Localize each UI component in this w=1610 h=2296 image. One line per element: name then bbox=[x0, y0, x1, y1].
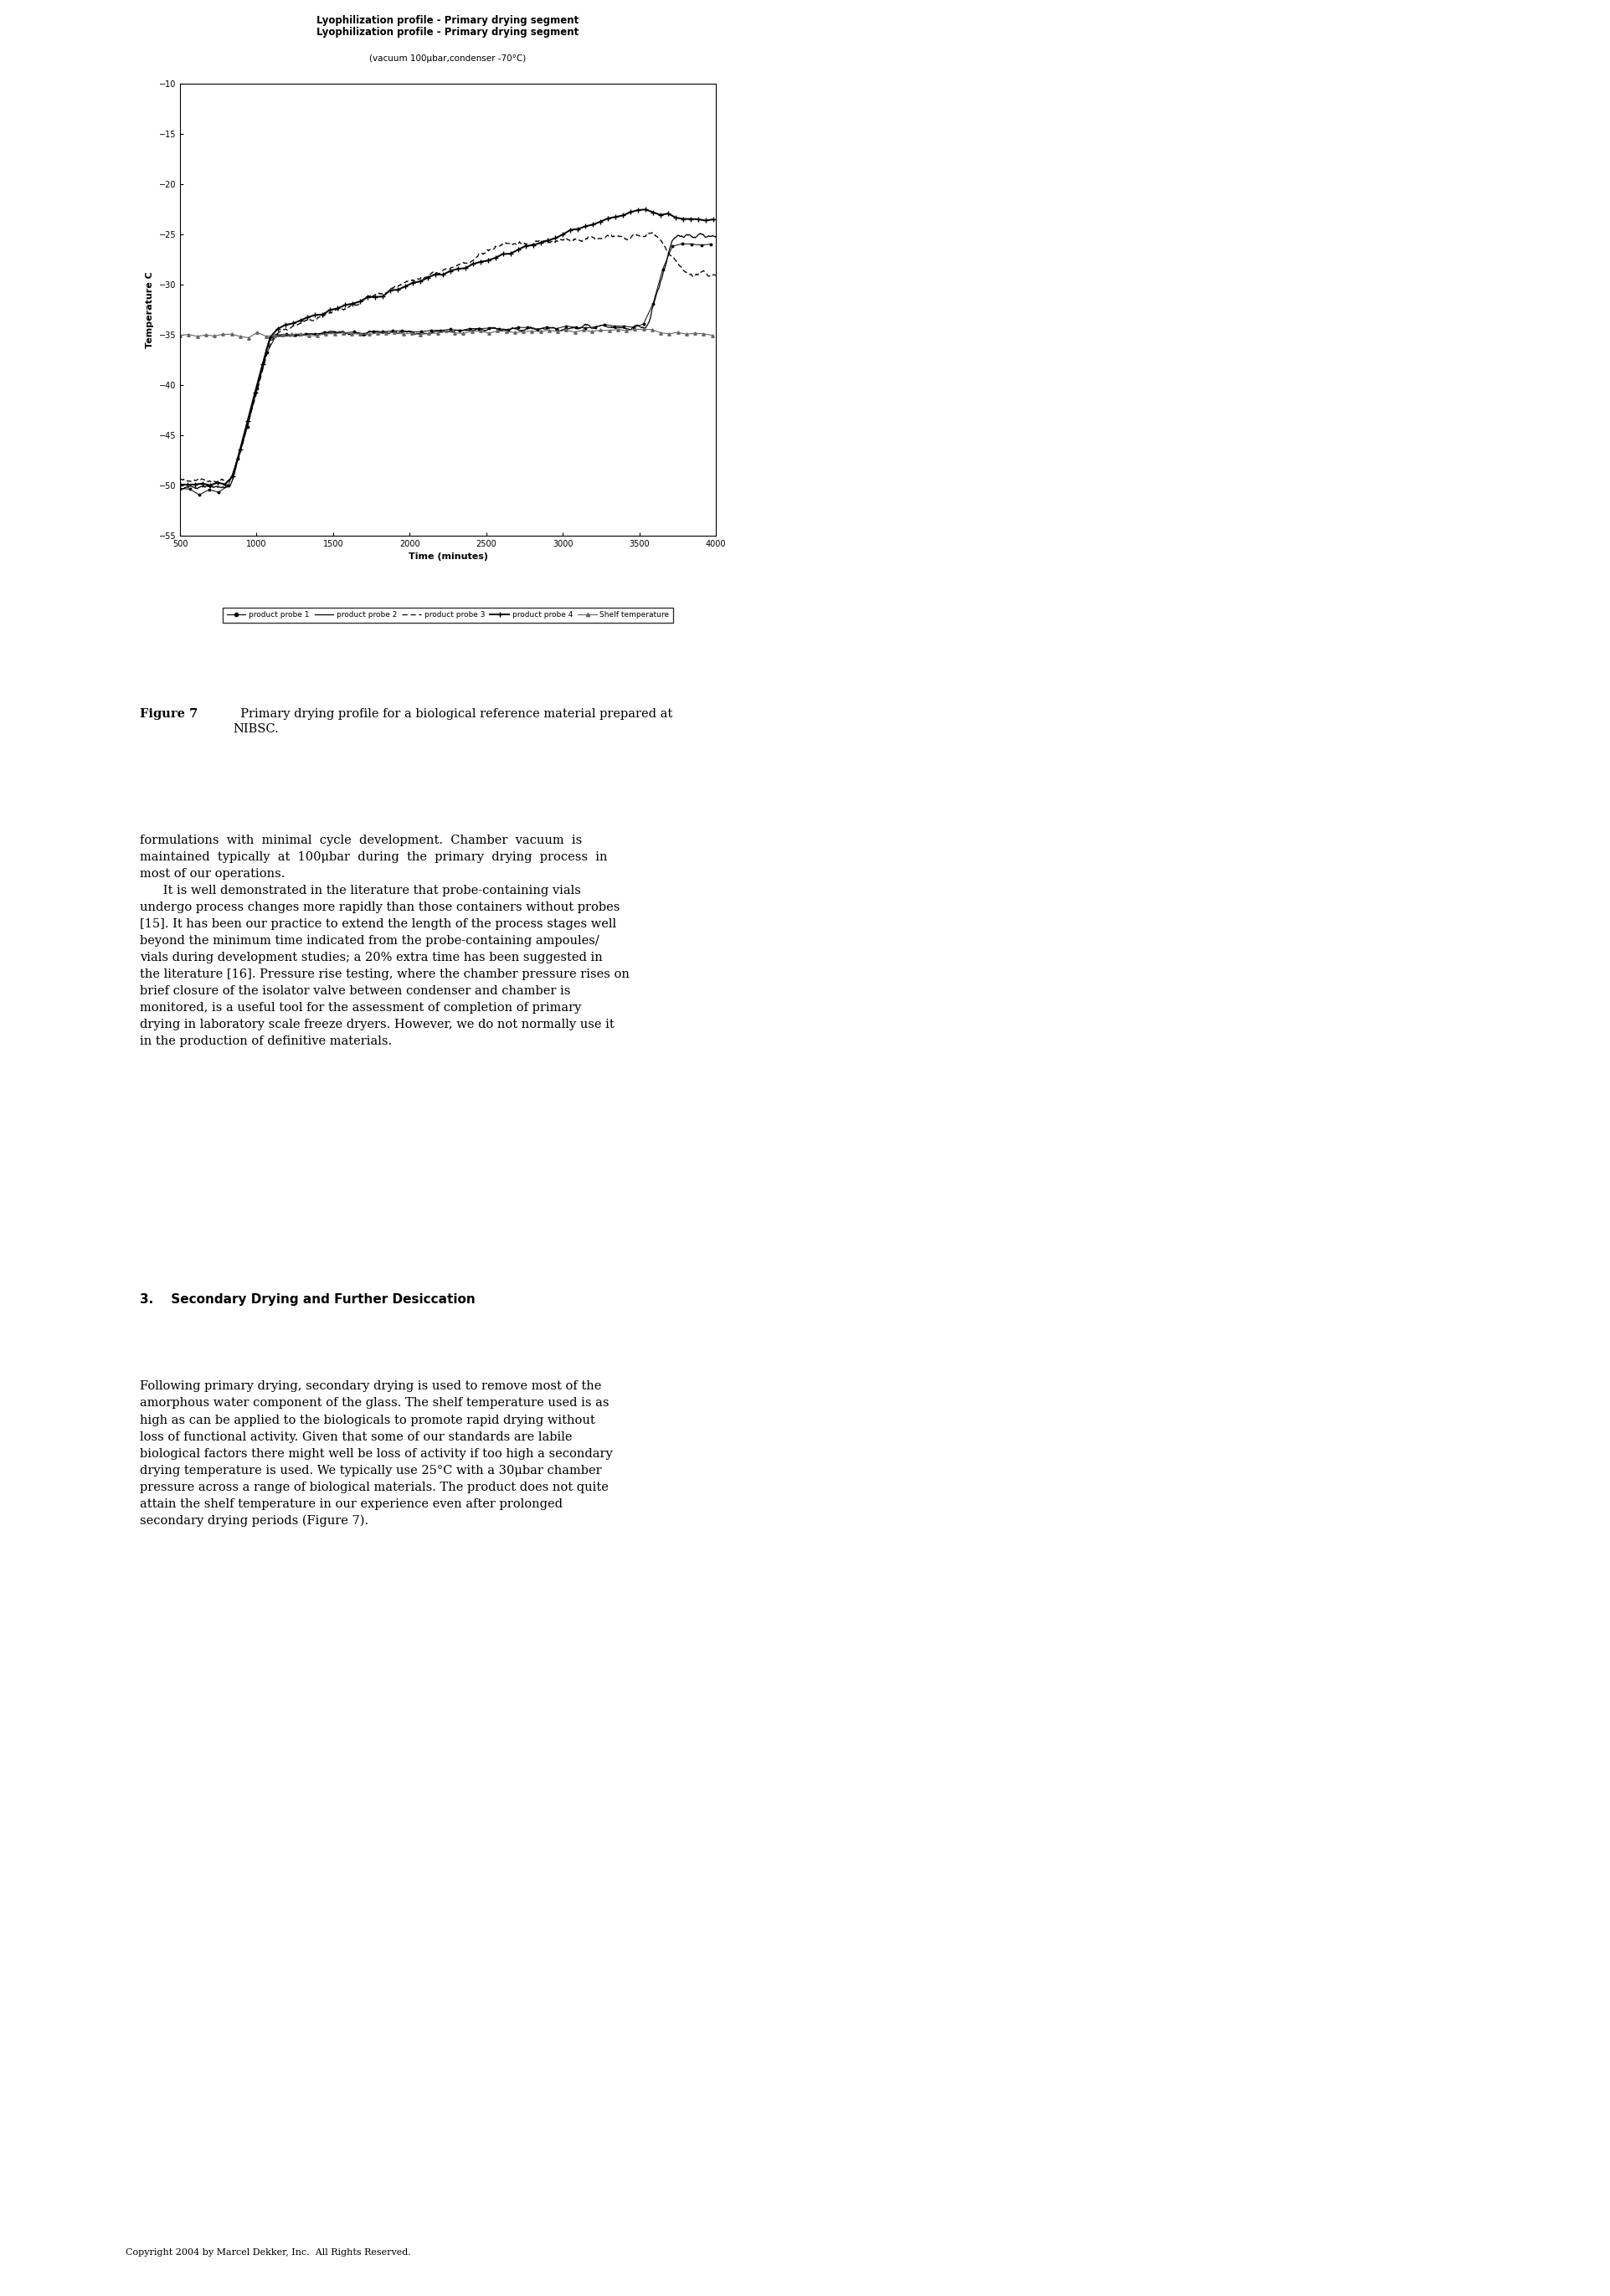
product probe 4 bbox=[171, 471, 190, 498]
product probe 2 bbox=[386, 319, 406, 347]
product probe 3 bbox=[538, 227, 557, 255]
product probe 3 bbox=[642, 218, 662, 246]
Line: product probe 3: product probe 3 bbox=[180, 232, 715, 482]
product probe 4 bbox=[200, 471, 219, 498]
product probe 1 bbox=[528, 317, 547, 344]
product probe 4 bbox=[478, 246, 497, 273]
product probe 1 bbox=[190, 482, 209, 510]
product probe 3 bbox=[588, 225, 607, 253]
product probe 2 bbox=[171, 475, 190, 503]
product probe 4 bbox=[673, 204, 692, 232]
product probe 1 bbox=[480, 315, 499, 342]
product probe 4 bbox=[357, 282, 377, 310]
product probe 3 bbox=[225, 455, 245, 482]
Text: Lyophilization profile - Primary drying segment: Lyophilization profile - Primary drying … bbox=[317, 28, 578, 37]
Text: Primary drying profile for a biological reference material prepared at
NIBSC.: Primary drying profile for a biological … bbox=[233, 707, 673, 735]
Shelf temperature bbox=[694, 319, 713, 347]
Line: product probe 2: product probe 2 bbox=[180, 234, 715, 489]
product probe 2 bbox=[538, 315, 557, 342]
product probe 2 bbox=[705, 223, 724, 250]
Text: 3.    Secondary Drying and Further Desiccation: 3. Secondary Drying and Further Desiccat… bbox=[140, 1293, 475, 1306]
Text: Copyright 2004 by Marcel Dekker, Inc.  All Rights Reserved.: Copyright 2004 by Marcel Dekker, Inc. Al… bbox=[126, 2248, 411, 2257]
product probe 1 bbox=[171, 475, 190, 503]
product probe 4 bbox=[515, 232, 535, 259]
Line: Shelf temperature: Shelf temperature bbox=[179, 328, 713, 340]
Shelf temperature bbox=[171, 321, 190, 349]
product probe 1 bbox=[584, 312, 604, 340]
Line: product probe 1: product probe 1 bbox=[179, 243, 712, 496]
product probe 2 bbox=[225, 459, 245, 487]
X-axis label: Time (minutes): Time (minutes) bbox=[407, 553, 488, 560]
Shelf temperature bbox=[325, 319, 345, 347]
Shelf temperature bbox=[428, 319, 448, 347]
Text: Lyophilization profile - Primary drying segment: Lyophilization profile - Primary drying … bbox=[317, 16, 578, 25]
Shelf temperature bbox=[547, 317, 567, 344]
product probe 4 bbox=[253, 351, 272, 379]
Text: formulations  with  minimal  cycle  development.  Chamber  vacuum  is
maintained: formulations with minimal cycle developm… bbox=[140, 833, 630, 1047]
product probe 3 bbox=[705, 262, 724, 289]
product probe 1 bbox=[509, 315, 528, 342]
product probe 2 bbox=[597, 312, 617, 340]
Text: (vacuum 100μbar,condenser -70°C): (vacuum 100μbar,condenser -70°C) bbox=[369, 55, 526, 62]
product probe 3 bbox=[597, 223, 617, 250]
Shelf temperature bbox=[341, 319, 361, 347]
Y-axis label: Temperature C: Temperature C bbox=[145, 271, 155, 349]
product probe 1 bbox=[700, 230, 720, 257]
product probe 1 bbox=[180, 475, 200, 503]
product probe 3 bbox=[171, 466, 190, 494]
product probe 2 bbox=[406, 319, 425, 347]
Line: product probe 4: product probe 4 bbox=[177, 207, 715, 487]
product probe 2 bbox=[588, 312, 607, 340]
product probe 1 bbox=[671, 230, 691, 257]
Shelf temperature bbox=[702, 321, 721, 349]
Text: Following primary drying, secondary drying is used to remove most of the
amorpho: Following primary drying, secondary dryi… bbox=[140, 1380, 612, 1527]
Text: Figure 7: Figure 7 bbox=[140, 707, 198, 719]
product probe 4 bbox=[538, 227, 557, 255]
product probe 3 bbox=[206, 468, 225, 496]
product probe 1 bbox=[374, 317, 393, 344]
Shelf temperature bbox=[238, 324, 258, 351]
Shelf temperature bbox=[625, 315, 644, 342]
product probe 3 bbox=[388, 273, 407, 301]
Legend: product probe 1, product probe 2, product probe 3, product probe 4, Shelf temper: product probe 1, product probe 2, produc… bbox=[222, 606, 673, 622]
product probe 4 bbox=[704, 207, 723, 234]
product probe 4 bbox=[636, 195, 655, 223]
Shelf temperature bbox=[444, 319, 464, 347]
product probe 2 bbox=[691, 220, 710, 248]
product probe 3 bbox=[407, 266, 427, 294]
